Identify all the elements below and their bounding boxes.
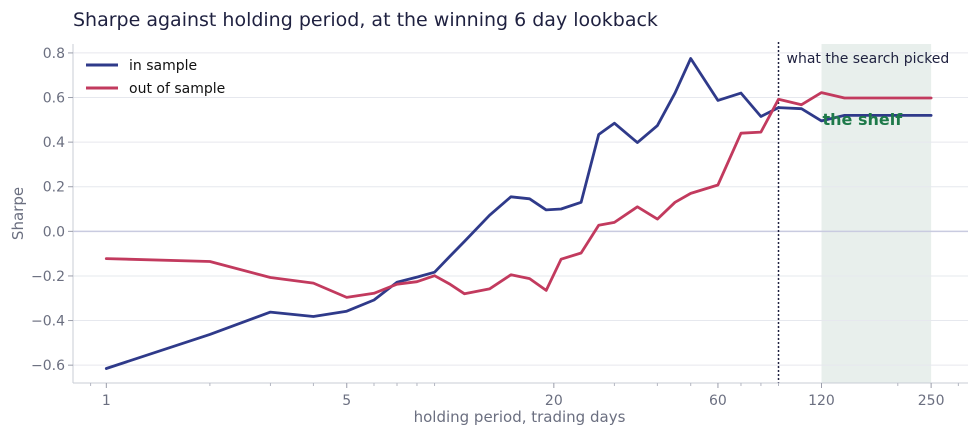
plot-area: what the search picked the shelf (73, 42, 968, 383)
legend-label-in-sample: in sample (129, 58, 197, 74)
legend: in sample out of sample (86, 58, 225, 97)
y-axis-ticks: −0.6 −0.4 −0.2 0.0 0.2 0.4 0.6 0.8 (31, 46, 73, 374)
y-tick-label: 0.4 (43, 135, 65, 151)
x-axis-ticks: 1 5 20 60 120 250 (90, 383, 959, 409)
y-tick-label: 0.0 (43, 224, 65, 240)
y-tick-label: 0.8 (43, 46, 65, 62)
x-tick-label: 5 (342, 393, 351, 409)
x-tick-label: 60 (709, 393, 727, 409)
y-axis-title: Sharpe (9, 187, 27, 240)
x-tick-label: 20 (545, 393, 563, 409)
y-tick-label: −0.2 (31, 269, 65, 285)
series-line-out-of-sample (104, 91, 933, 299)
shelf-label: the shelf (822, 110, 903, 129)
y-tick-label: −0.6 (31, 358, 65, 374)
search-picked-label: what the search picked (787, 51, 950, 67)
x-tick-label: 120 (808, 393, 835, 409)
y-tick-label: −0.4 (31, 314, 65, 330)
y-tick-label: 0.6 (43, 91, 65, 107)
series-line-in-sample (104, 57, 933, 370)
shelf-span (821, 44, 932, 383)
axes: 1 5 20 60 120 250 −0.6 −0.4 −0.2 0.0 0.2 0.4 0.6 0.8 (31, 44, 968, 409)
y-tick-label: 0.2 (43, 180, 65, 196)
legend-label-out-of-sample: out of sample (129, 81, 225, 97)
chart-title: Sharpe against holding period, at the wi… (73, 9, 658, 31)
x-axis-title: holding period, trading days (414, 408, 626, 426)
series-layer (104, 57, 933, 370)
x-tick-label: 250 (918, 393, 945, 409)
x-tick-label: 1 (102, 393, 111, 409)
